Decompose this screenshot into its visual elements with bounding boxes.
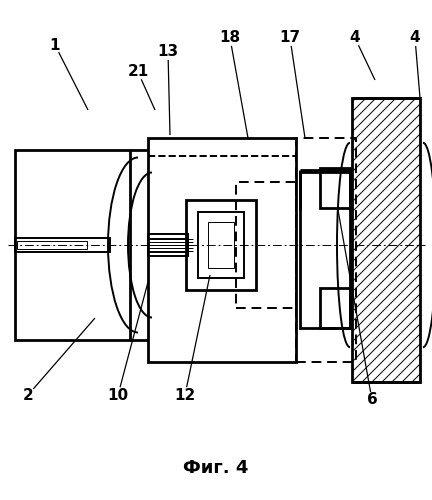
- Text: 4: 4: [349, 30, 360, 46]
- Text: 10: 10: [108, 388, 129, 402]
- Bar: [186, 200, 256, 290]
- Text: 13: 13: [157, 44, 178, 60]
- Bar: [320, 288, 350, 328]
- Text: 21: 21: [127, 64, 149, 80]
- Bar: [208, 222, 234, 268]
- Bar: [17, 241, 87, 249]
- Bar: [148, 238, 188, 252]
- Bar: [15, 238, 110, 252]
- Text: 1: 1: [50, 38, 60, 52]
- Text: 12: 12: [175, 388, 196, 402]
- Bar: [296, 138, 356, 362]
- Text: 17: 17: [280, 30, 301, 46]
- Bar: [148, 234, 188, 256]
- Bar: [352, 98, 420, 382]
- Text: Фиг. 4: Фиг. 4: [183, 459, 249, 477]
- Bar: [320, 168, 350, 208]
- Bar: [300, 172, 350, 328]
- Text: 4: 4: [410, 30, 420, 46]
- Bar: [15, 150, 130, 340]
- Text: 18: 18: [219, 30, 241, 46]
- Bar: [148, 138, 296, 362]
- Text: 6: 6: [367, 392, 378, 407]
- Text: 2: 2: [22, 388, 33, 402]
- Bar: [198, 212, 244, 278]
- Bar: [236, 182, 296, 308]
